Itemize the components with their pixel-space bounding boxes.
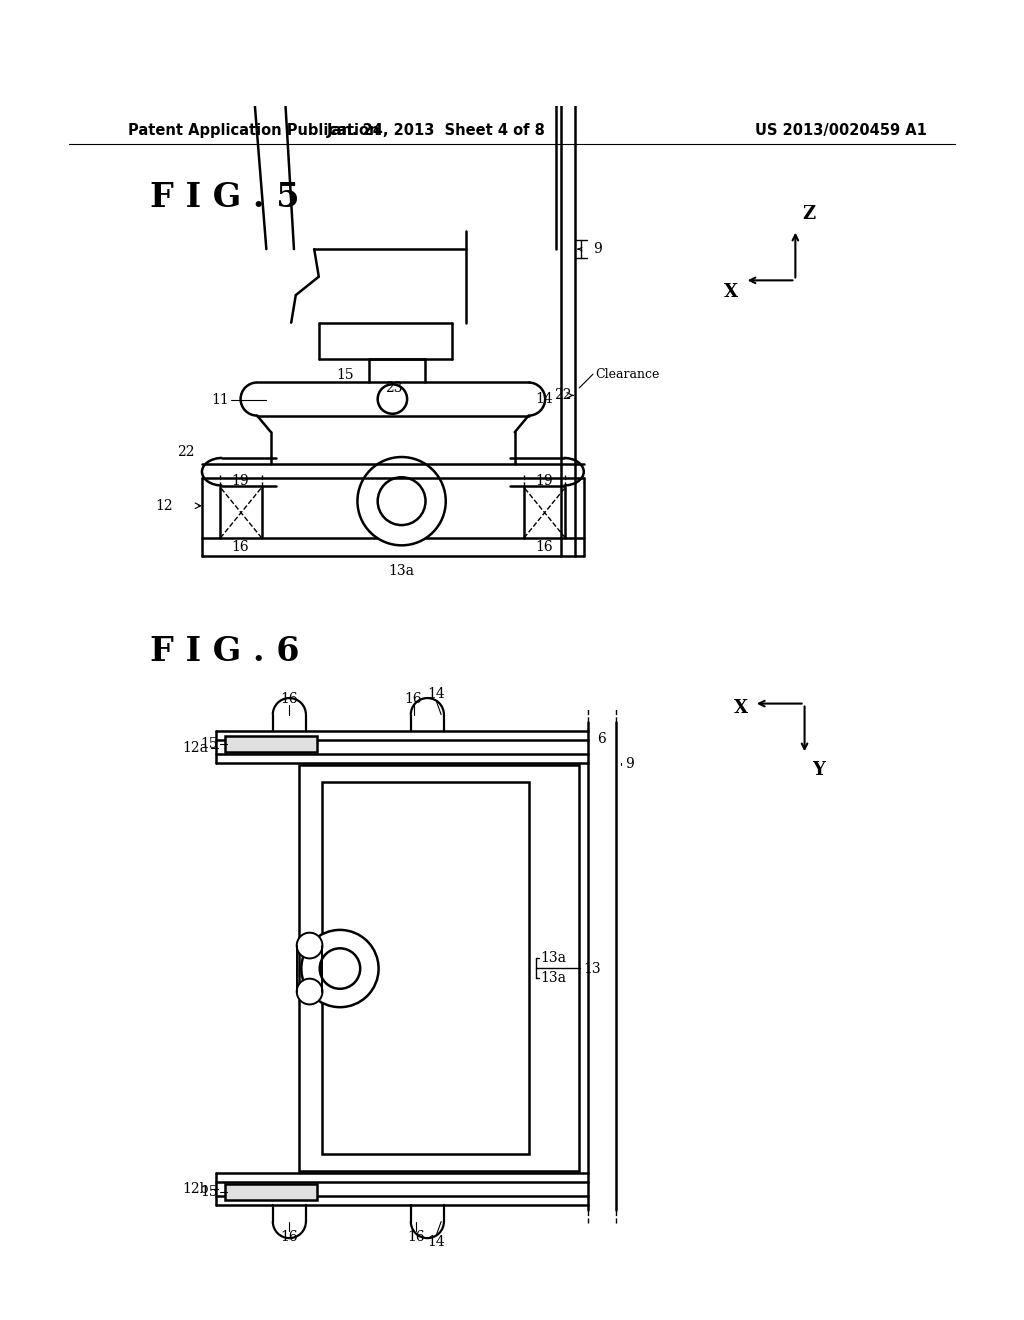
Text: 16: 16 [281, 1230, 298, 1245]
Text: 16: 16 [281, 692, 298, 706]
Circle shape [378, 384, 408, 413]
Bar [299, 766, 580, 1171]
Text: 16: 16 [536, 540, 553, 554]
Text: 13a: 13a [541, 950, 566, 965]
Text: 15: 15 [336, 368, 353, 381]
Text: 22: 22 [554, 388, 571, 403]
Circle shape [297, 978, 323, 1005]
Text: 9: 9 [593, 242, 602, 256]
Text: 15: 15 [200, 1185, 217, 1199]
Text: Clearance: Clearance [596, 368, 660, 380]
Text: 13a: 13a [541, 970, 566, 985]
Text: 12b: 12b [182, 1183, 209, 1196]
Text: 14: 14 [428, 688, 445, 701]
Text: 16: 16 [231, 540, 250, 554]
Text: 6: 6 [598, 731, 606, 746]
Text: 14: 14 [428, 1234, 445, 1249]
Circle shape [301, 929, 379, 1007]
Text: 13a: 13a [388, 564, 415, 578]
Text: Y: Y [812, 760, 824, 779]
Text: 19: 19 [536, 474, 553, 488]
Text: X: X [733, 700, 748, 717]
Text: 16: 16 [408, 1230, 425, 1245]
Text: 22: 22 [177, 445, 195, 459]
Bar [322, 781, 528, 1155]
Text: 11: 11 [212, 393, 229, 407]
Text: Jan. 24, 2013  Sheet 4 of 8: Jan. 24, 2013 Sheet 4 of 8 [327, 123, 546, 137]
Text: 12a: 12a [182, 741, 209, 755]
Bar [225, 1184, 317, 1200]
Circle shape [378, 478, 426, 525]
Text: X: X [724, 282, 738, 301]
Text: Patent Application Publication: Patent Application Publication [128, 123, 380, 137]
Text: US 2013/0020459 A1: US 2013/0020459 A1 [756, 123, 928, 137]
Text: F I G . 5: F I G . 5 [150, 181, 299, 214]
Text: F I G . 6: F I G . 6 [150, 635, 299, 668]
Circle shape [357, 457, 445, 545]
Text: 16: 16 [404, 692, 422, 706]
Circle shape [319, 948, 360, 989]
Text: 23: 23 [385, 381, 403, 395]
Text: 12: 12 [155, 499, 172, 512]
Bar [225, 735, 317, 752]
Circle shape [297, 933, 323, 958]
Text: 13: 13 [584, 961, 601, 975]
Text: 9: 9 [626, 758, 634, 771]
Text: 14: 14 [536, 392, 553, 407]
Text: 19: 19 [231, 474, 250, 488]
Text: 15: 15 [200, 737, 217, 751]
Text: Z: Z [803, 206, 816, 223]
